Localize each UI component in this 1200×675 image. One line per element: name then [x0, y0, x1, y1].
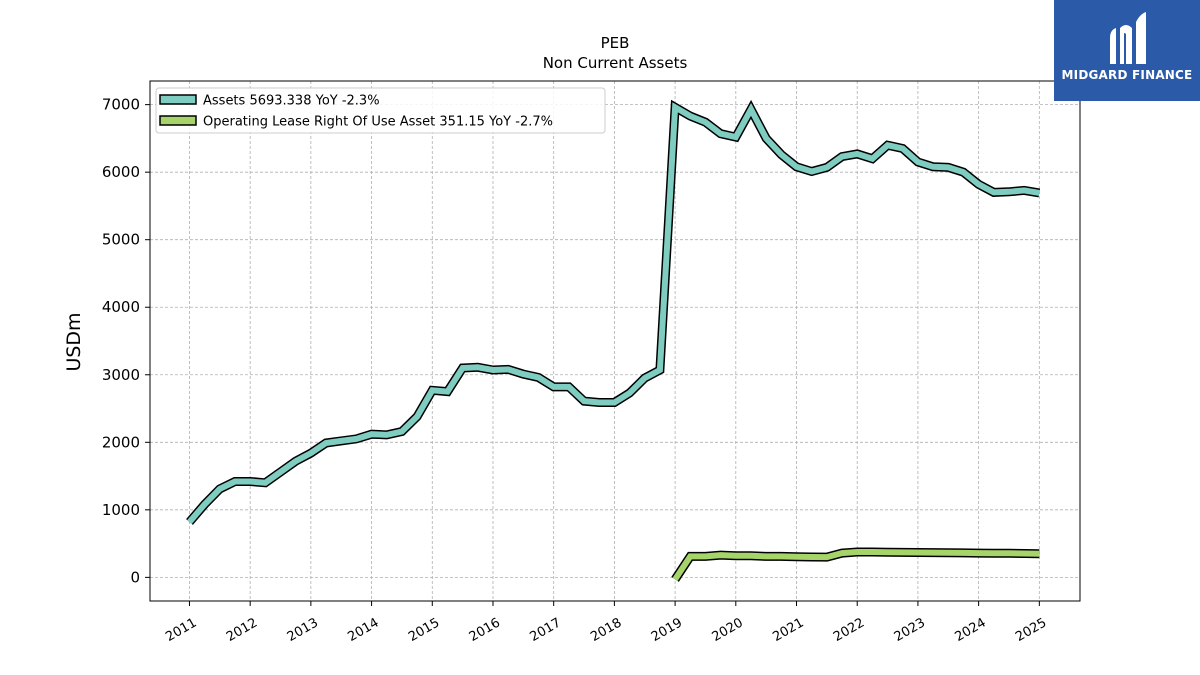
x-tick-label: 2016 [467, 615, 503, 645]
y-axis-label: USDm [63, 312, 85, 371]
legend-swatch-1 [159, 115, 197, 126]
x-tick-label: 2023 [892, 615, 928, 645]
x-tick-label: 2012 [224, 615, 260, 645]
x-tick-label: 2024 [952, 615, 988, 645]
x-tick-label: 2018 [588, 615, 624, 645]
x-ticks: 2011 2012 2013 2014 2015 2016 2017 2018 2019 2020… [163, 601, 1049, 645]
x-tick-label: 2015 [406, 615, 442, 645]
x-tick-label: 2020 [710, 615, 746, 645]
series-group [186, 99, 1041, 582]
y-tick-label: 2000 [102, 433, 140, 451]
y-tick-label: 0 [130, 568, 140, 586]
x-tick-label: 2017 [528, 615, 564, 645]
legend-label-1: Operating Lease Right Of Use Asset 351.1… [203, 115, 553, 130]
series-outline-0 [186, 99, 1041, 525]
logo-mark-icon [1110, 12, 1146, 64]
x-tick-label: 2021 [770, 615, 806, 645]
logo-text: MIDGARD FINANCE [1061, 68, 1193, 82]
grid [150, 81, 1080, 601]
chart-subtitle: Non Current Assets [543, 54, 688, 72]
y-tick-label: 4000 [102, 298, 140, 316]
chart-title: PEB [601, 34, 630, 52]
series-line-1 [672, 549, 1040, 582]
plot-frame [149, 80, 1081, 602]
y-tick-label: 7000 [102, 96, 140, 114]
y-ticks: 0 1000 2000 3000 4000 5000 6000 7000 [102, 96, 150, 586]
legend-box [155, 87, 606, 134]
x-tick-label: 2022 [831, 615, 867, 645]
x-tick-label: 2019 [649, 615, 685, 645]
y-tick-label: 3000 [102, 366, 140, 384]
legend-swatch-0 [159, 94, 197, 105]
series-line-0 [187, 102, 1040, 524]
x-tick-label: 2025 [1013, 615, 1049, 645]
brand-logo: MIDGARD FINANCE [1054, 0, 1200, 101]
legend: Assets 5693.338 YoY -2.3% Operating Lease… [155, 87, 606, 134]
legend-label-0: Assets 5693.338 YoY -2.3% [203, 94, 380, 109]
x-tick-label: 2011 [163, 615, 199, 645]
y-tick-label: 1000 [102, 501, 140, 519]
y-tick-label: 5000 [102, 231, 140, 249]
x-tick-label: 2013 [285, 615, 321, 645]
x-tick-label: 2014 [345, 615, 381, 645]
y-tick-label: 6000 [102, 163, 140, 181]
